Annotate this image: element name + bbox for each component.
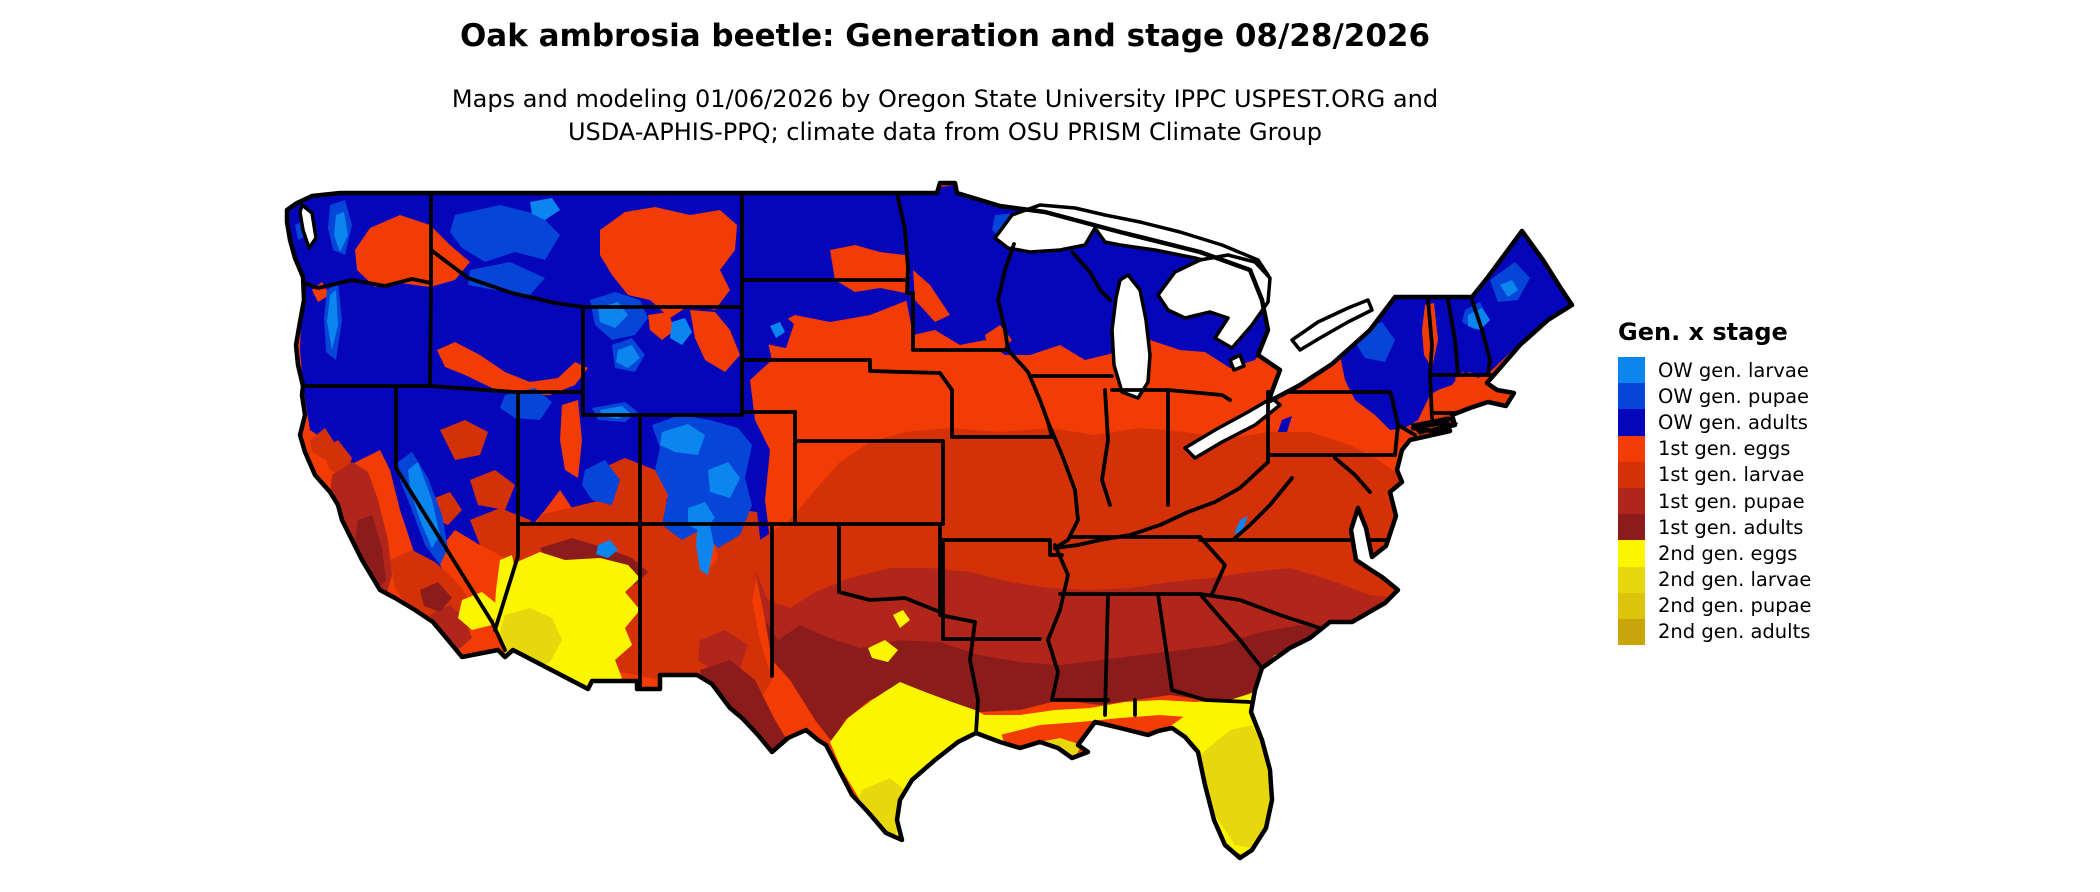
lake-erie	[1183, 396, 1282, 460]
zone-1st-larvae-band	[755, 428, 1450, 640]
zone-socal-adults	[420, 582, 452, 612]
legend-swatch-icon	[1618, 566, 1645, 593]
legend-swatch-icon	[1618, 592, 1645, 619]
lake-huron	[1156, 253, 1272, 350]
zone-ca-valley-adults	[355, 515, 386, 592]
legend-item: 1st gen. eggs	[1618, 435, 1918, 462]
legend-item-label: 1st gen. adults	[1658, 515, 1804, 539]
legend-swatch-icon	[1618, 618, 1645, 646]
state-borders	[287, 191, 1502, 735]
legend-swatch-icon	[1618, 514, 1645, 541]
zone-bigbend-adults	[700, 660, 790, 755]
zone-1st-pupae-band	[755, 568, 1450, 665]
puget-sound	[298, 203, 318, 250]
legend-item: OW gen. adults	[1618, 409, 1918, 436]
legend-item-label: 1st gen. larvae	[1658, 463, 1805, 487]
us-outline	[284, 180, 1575, 861]
legend-swatch-icon	[1618, 357, 1645, 384]
legend-item-label: 1st gen. eggs	[1658, 437, 1791, 461]
lake-michigan	[1110, 273, 1152, 400]
legend-swatch-icon	[1618, 487, 1645, 515]
legend-swatch-icon	[1618, 540, 1645, 567]
page-subtitle: Maps and modeling 01/06/2026 by Oregon S…	[0, 83, 1890, 149]
zone-nm-south-pupae	[698, 630, 748, 672]
legend-rows: OW gen. larvae OW gen. pupae OW gen. adu…	[1618, 357, 1918, 646]
legend-item: OW gen. pupae	[1618, 383, 1918, 410]
legend-title: Gen. x stage	[1618, 318, 1788, 346]
legend-item-label: OW gen. larvae	[1658, 358, 1809, 382]
subtitle-line-2: USDA-APHIS-PPQ; climate data from OSU PR…	[567, 118, 1323, 146]
legend-swatch-icon	[1618, 409, 1645, 436]
phenology-zones	[287, 183, 1572, 876]
legend-item: OW gen. larvae	[1618, 357, 1918, 384]
legend-item-label: OW gen. adults	[1658, 410, 1808, 434]
zone-2nd-pupae-adults	[1200, 858, 1268, 876]
page-title: Oak ambrosia beetle: Generation and stag…	[459, 18, 1431, 54]
lake-ontario	[1290, 298, 1374, 352]
legend-item-label: 2nd gen. pupae	[1658, 594, 1812, 618]
legend-swatch-icon	[1618, 435, 1645, 462]
legend-item: 2nd gen. adults	[1618, 618, 1918, 646]
legend-item: 1st gen. larvae	[1618, 461, 1918, 488]
legend: Gen. x stage OW gen. larvae OW gen. pupa…	[1618, 318, 1918, 646]
legend-item-label: OW gen. pupae	[1658, 384, 1810, 408]
legend-item: 2nd gen. eggs	[1618, 540, 1918, 567]
lake-st-clair	[1228, 353, 1246, 372]
legend-swatch-icon	[1618, 461, 1645, 488]
subtitle-line-1: Maps and modeling 01/06/2026 by Oregon S…	[451, 85, 1439, 113]
great-lakes	[298, 203, 1374, 460]
legend-item: 2nd gen. larvae	[1618, 566, 1918, 593]
legend-item-label: 2nd gen. larvae	[1658, 568, 1812, 592]
legend-item: 1st gen. adults	[1618, 514, 1918, 541]
legend-item-label: 2nd gen. eggs	[1658, 541, 1798, 565]
legend-swatch-icon	[1618, 383, 1645, 410]
legend-item: 2nd gen. pupae	[1618, 592, 1918, 619]
legend-item: 1st gen. pupae	[1618, 487, 1918, 515]
legend-item-label: 1st gen. pupae	[1658, 489, 1805, 513]
legend-item-label: 2nd gen. adults	[1658, 620, 1811, 644]
